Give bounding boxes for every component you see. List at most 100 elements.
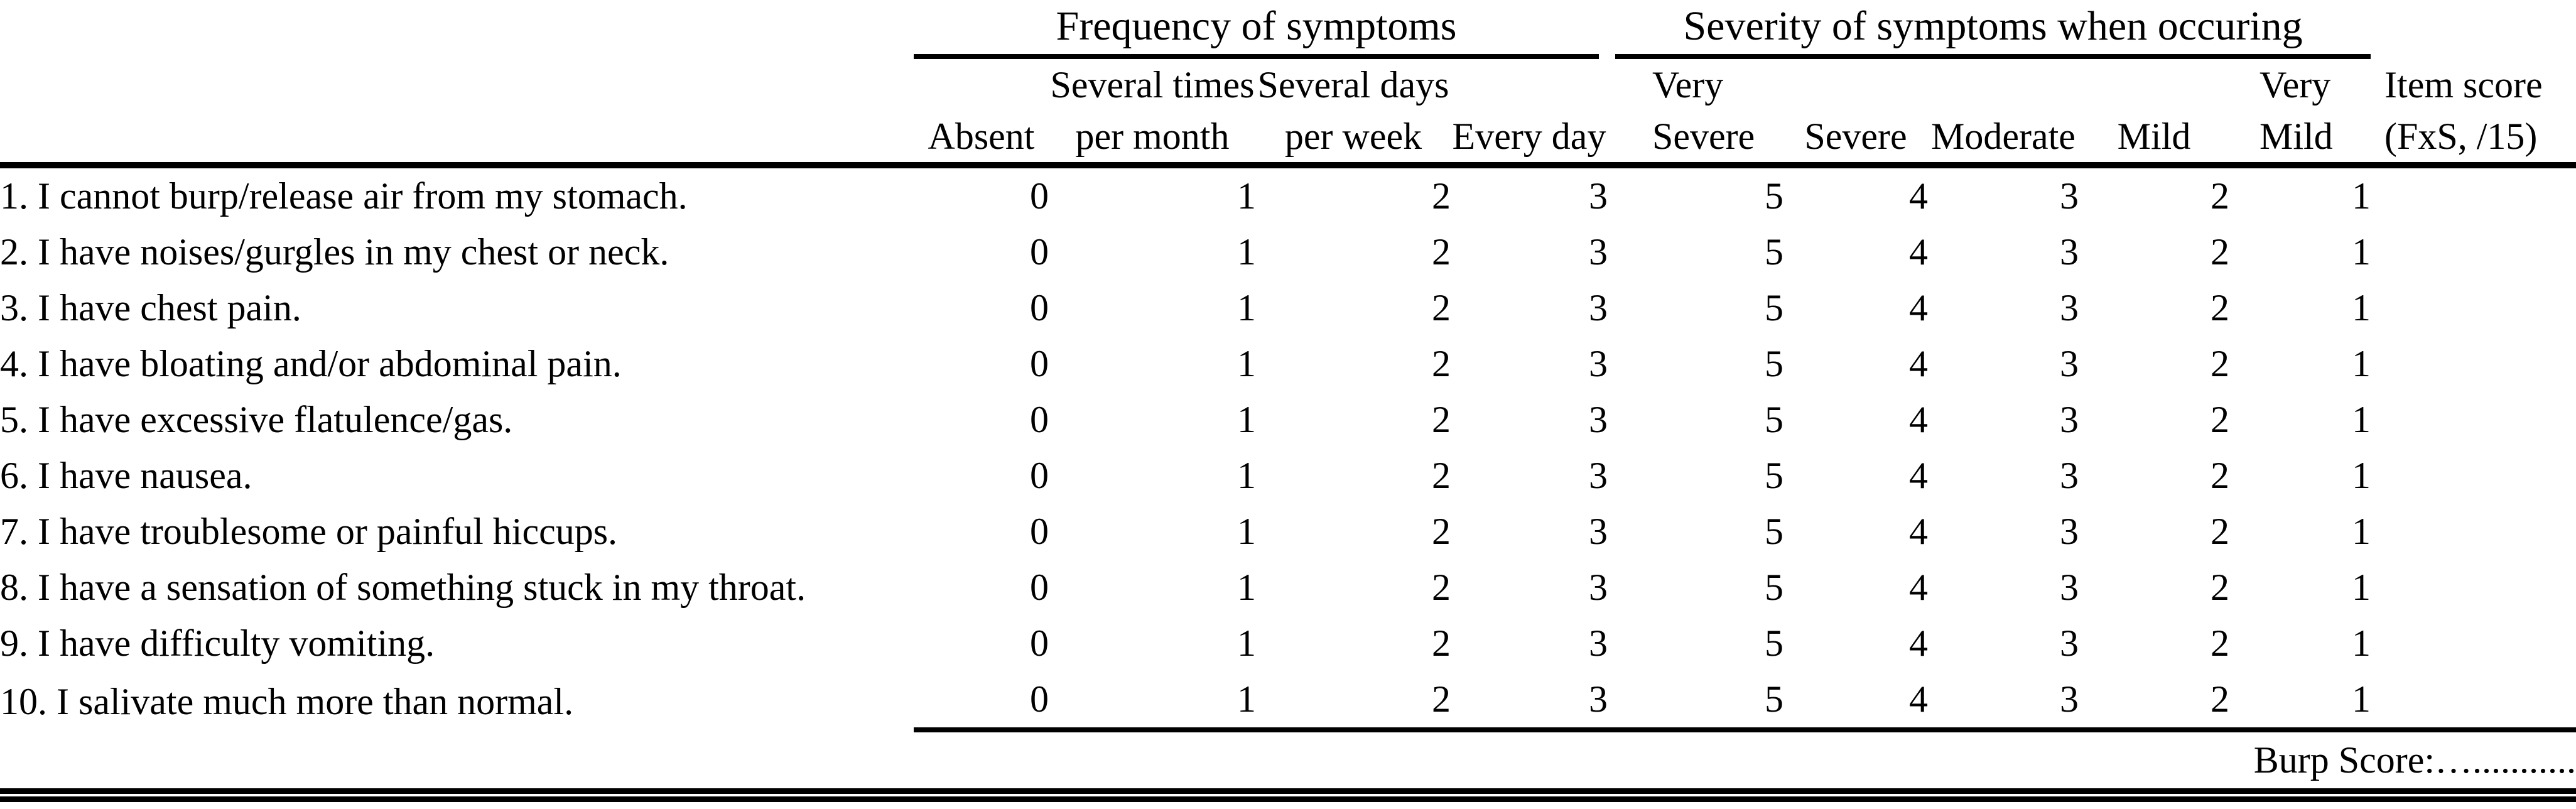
question-cell: 8. I have a sensation of something stuck… [0,567,806,608]
item-score-cell [2371,168,2576,224]
question-cell: 1. I cannot burp/release air from my sto… [0,175,688,217]
score-cell: 0 [1030,175,1049,217]
question-column-header-spacer [0,0,914,59]
score-cell: 5 [1608,671,1783,732]
score-cell: 3 [1589,287,1608,328]
score-cell: 0 [1030,455,1049,496]
table-row-5: 5. I have excessive flatulence/gas. 0 1 … [0,392,2576,448]
score-cell: 1 [2352,567,2371,608]
question-cell: 3. I have chest pain. [0,287,301,328]
score-cell: 3 [1589,231,1608,273]
question-cell: 7. I have troublesome or painful hiccups… [0,511,618,552]
score-cell: 2 [1432,511,1451,552]
score-cell: 1 [1237,622,1256,664]
col-header-line1 [1451,59,1608,111]
score-cell: 3 [1589,399,1608,440]
table-row-8: 8. I have a sensation of something stuck… [0,560,2576,616]
question-cell: 10. I salivate much more than normal. [0,681,574,722]
question-cell: 4. I have bloating and/or abdominal pain… [0,343,622,384]
score-cell: 3 [2060,399,2079,440]
item-score-header-spacer [2371,0,2576,59]
col-header-item-score: Item score (FxS, /15) [2371,59,2576,168]
score-cell: 3 [2060,175,2079,217]
score-cell: 4 [1909,287,1928,328]
score-cell: 1 [1237,287,1256,328]
score-cell: 2 [2211,175,2229,217]
question-column-subheader-spacer [0,59,914,168]
frequency-group-header: Frequency of symptoms [914,0,1599,59]
col-header-mild: Mild [2079,59,2229,168]
burp-score-row: Burp Score:…........... [0,732,2576,788]
score-cell: 2 [2211,511,2229,552]
item-score-cell [2371,392,2576,448]
col-header-line2: Mild [2259,116,2333,157]
item-score-cell [2371,671,2576,732]
score-cell: 1 [1237,231,1256,273]
burp-score-row-spacer [0,732,914,788]
score-cell: 1 [2352,175,2371,217]
score-cell: 3 [2060,567,2079,608]
score-cell: 4 [1909,231,1928,273]
score-cell: 2 [1432,622,1451,664]
score-cell: 0 [1030,511,1049,552]
col-header-line1: Several days [1257,64,1449,106]
severity-group-header-cell: Severity of symptoms when occuring [1608,0,2371,59]
score-cell: 5 [1765,567,1783,608]
score-cell: 1 [2352,343,2371,384]
score-cell: 3 [1589,567,1608,608]
score-cell: 1 [1049,671,1256,732]
col-header-line1: Very [2259,64,2331,106]
burp-score-questionnaire-table: Frequency of symptoms Severity of sympto… [0,0,2576,788]
score-cell: 5 [1765,231,1783,273]
score-cell: 2 [1432,231,1451,273]
score-cell: 3 [2060,343,2079,384]
col-header-several-days-per-week: Several days per week [1256,59,1451,168]
burp-score-label: Burp Score:…........... [2253,739,2576,781]
score-cell: 5 [1765,455,1783,496]
score-cell: 0 [1030,567,1049,608]
table-row-1: 1. I cannot burp/release air from my sto… [0,168,2576,224]
question-cell: 2. I have noises/gurgles in my chest or … [0,231,669,273]
table-row-6: 6. I have nausea. 0 1 2 3 5 4 3 2 1 [0,448,2576,504]
score-cell: 1 [1237,455,1256,496]
col-header-line1 [1783,59,1928,111]
col-header-line2: per week [1284,116,1422,157]
col-header-very-severe: Very Severe [1608,59,1783,168]
score-cell: 3 [1589,175,1608,217]
score-cell: 2 [2211,287,2229,328]
col-header-line2: per month [1075,116,1230,157]
score-cell: 3 [1589,343,1608,384]
score-cell: 0 [1030,343,1049,384]
score-cell: 5 [1765,287,1783,328]
score-cell: 2 [2211,567,2229,608]
item-score-cell [2371,280,2576,336]
col-header-severe: Severe [1783,59,1928,168]
item-score-cell [2371,504,2576,560]
score-cell: 1 [2352,455,2371,496]
score-cell: 2 [2211,231,2229,273]
col-header-line1 [2079,59,2229,111]
col-header-line2: Severe [1652,116,1755,157]
score-cell: 2 [2079,671,2229,732]
col-header-absent: Absent [914,59,1049,168]
col-header-line2: Every day [1452,116,1606,157]
col-header-very-mild: Very Mild [2229,59,2371,168]
frequency-group-header-cell: Frequency of symptoms [914,0,1608,59]
item-score-cell [2371,448,2576,504]
col-header-line2: Absent [928,116,1035,157]
col-header-line2: (FxS, /15) [2384,116,2538,157]
question-cell: 6. I have nausea. [0,455,252,496]
score-cell: 3 [2060,622,2079,664]
score-cell: 1 [1237,567,1256,608]
score-cell: 0 [1030,399,1049,440]
score-cell: 3 [1928,671,2079,732]
score-cell: 4 [1909,399,1928,440]
score-cell: 4 [1909,622,1928,664]
item-score-cell [2371,336,2576,392]
score-cell: 5 [1765,175,1783,217]
score-cell: 2 [1432,399,1451,440]
col-header-several-times-per-month: Several times per month [1049,59,1256,168]
score-cell: 2 [2211,343,2229,384]
table-row-2: 2. I have noises/gurgles in my chest or … [0,224,2576,280]
score-cell: 5 [1765,399,1783,440]
